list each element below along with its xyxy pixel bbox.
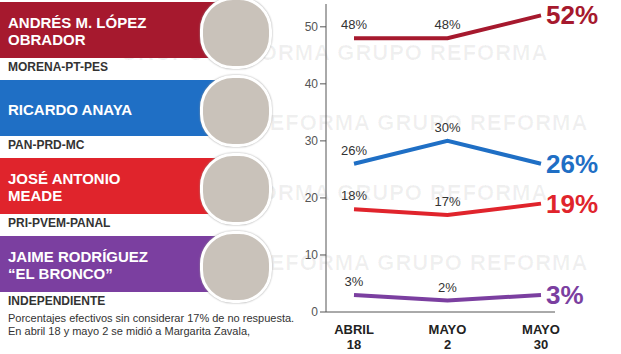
svg-text:18%: 18% bbox=[341, 188, 367, 203]
svg-text:20: 20 bbox=[305, 191, 319, 205]
svg-text:50: 50 bbox=[305, 20, 319, 34]
svg-text:2%: 2% bbox=[438, 280, 457, 295]
svg-text:52%: 52% bbox=[546, 0, 598, 30]
svg-text:48%: 48% bbox=[341, 17, 367, 32]
svg-text:30: 30 bbox=[305, 134, 319, 148]
svg-text:26%: 26% bbox=[546, 149, 598, 179]
svg-text:0: 0 bbox=[311, 305, 318, 319]
svg-text:30%: 30% bbox=[434, 120, 460, 135]
svg-text:48%: 48% bbox=[434, 17, 460, 32]
svg-text:40: 40 bbox=[305, 77, 319, 91]
svg-text:3%: 3% bbox=[546, 280, 584, 310]
svg-text:3%: 3% bbox=[345, 274, 364, 289]
svg-text:26%: 26% bbox=[341, 143, 367, 158]
svg-text:ABRIL18: ABRIL18 bbox=[334, 322, 374, 352]
svg-text:MAYO30: MAYO30 bbox=[522, 322, 560, 352]
svg-text:17%: 17% bbox=[434, 194, 460, 209]
svg-text:10: 10 bbox=[305, 248, 319, 262]
svg-text:19%: 19% bbox=[546, 189, 598, 219]
svg-text:MAYO2: MAYO2 bbox=[429, 322, 467, 352]
